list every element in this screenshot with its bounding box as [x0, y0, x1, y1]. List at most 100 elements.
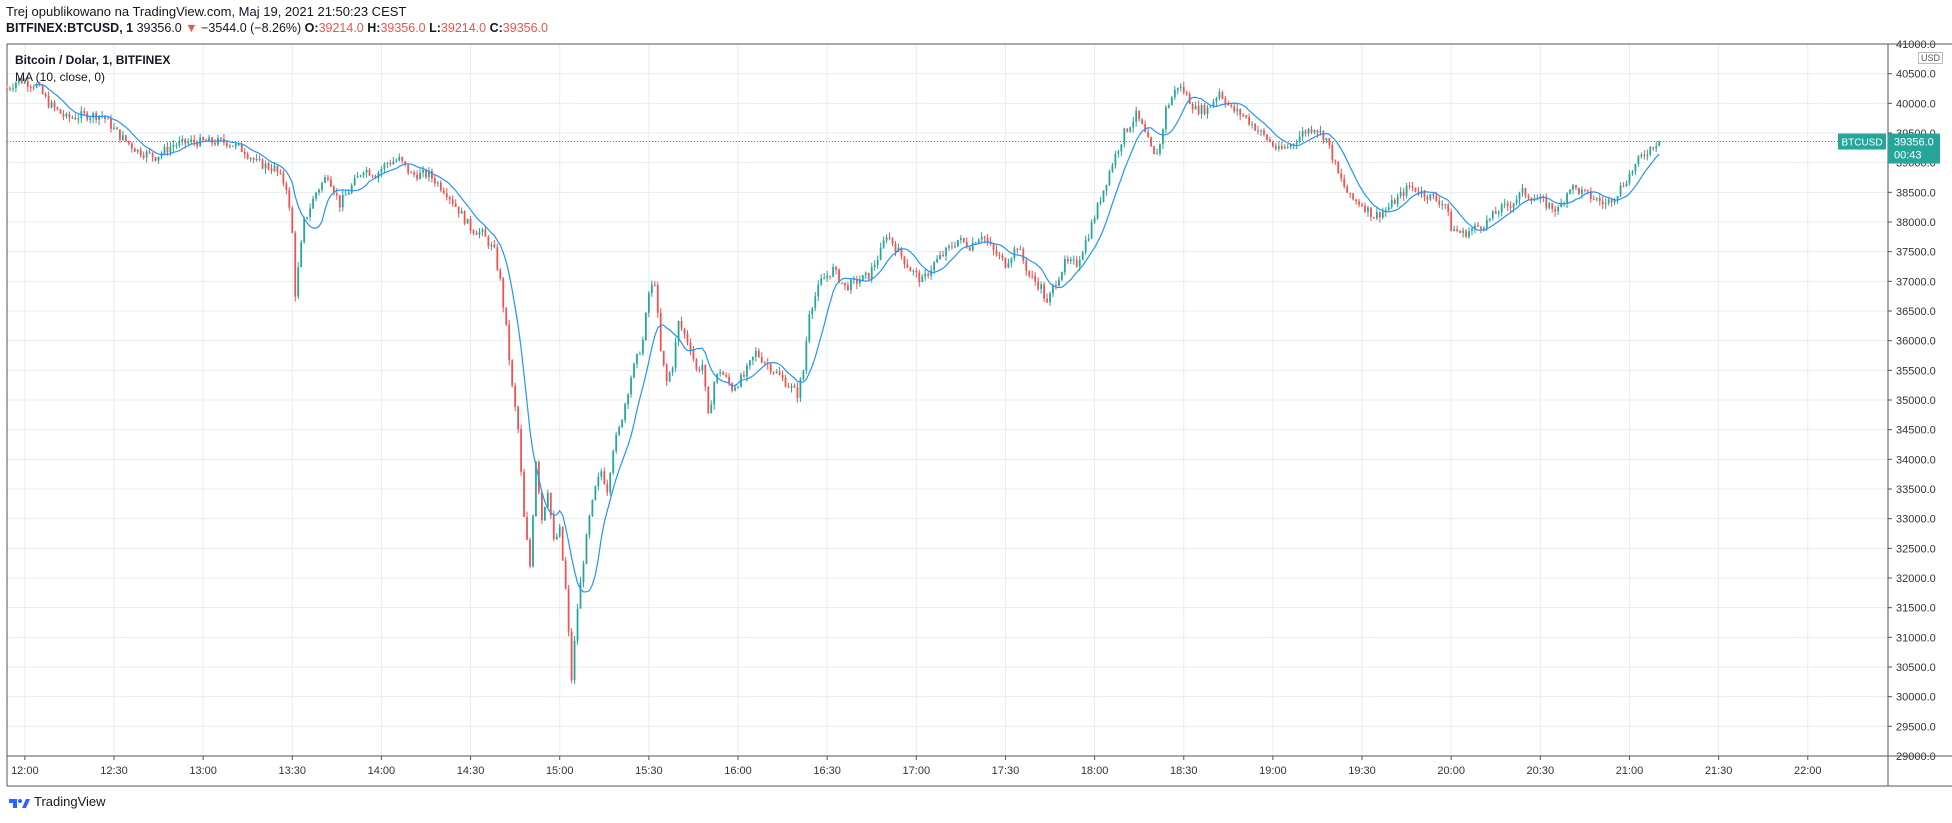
candle-body	[202, 137, 205, 141]
candle-body	[264, 163, 267, 169]
y-tick-label: 36000.0	[1896, 336, 1936, 348]
candle-body	[1206, 107, 1209, 114]
candle-body	[1601, 201, 1604, 205]
candle-body	[1474, 225, 1476, 229]
candle-body	[1370, 207, 1372, 218]
candle-body	[121, 135, 124, 140]
candle-body	[680, 321, 683, 329]
candle-body	[796, 387, 799, 398]
y-tick-label: 38500.0	[1896, 187, 1936, 199]
candle-body	[790, 385, 793, 388]
candle-body	[552, 515, 555, 540]
x-tick-label: 21:30	[1705, 765, 1733, 777]
candle-body	[689, 342, 692, 351]
candle-body	[484, 229, 487, 237]
candle-body	[746, 365, 748, 377]
candle-body	[751, 356, 754, 361]
candle-body	[1373, 217, 1375, 219]
x-tick-label: 12:00	[11, 765, 39, 777]
candle-body	[1643, 154, 1646, 156]
candle-body	[529, 539, 531, 567]
candle-body	[1058, 279, 1060, 286]
candle-body	[882, 240, 885, 248]
candle-body	[362, 172, 365, 176]
candle-body	[1393, 200, 1396, 205]
candle-body	[817, 284, 820, 297]
candle-body	[1616, 195, 1619, 200]
candle-body	[924, 273, 927, 277]
candle-body	[1396, 196, 1399, 205]
candle-body	[618, 427, 621, 435]
candle-body	[686, 334, 689, 343]
candle-body	[1343, 178, 1346, 187]
candle-body	[647, 293, 650, 313]
candle-body	[1034, 275, 1037, 282]
candle-body	[802, 370, 805, 380]
candle-body	[564, 560, 567, 589]
candle-body	[1444, 204, 1447, 206]
candle-body	[65, 113, 68, 117]
candle-body	[1153, 146, 1155, 155]
candle-body	[172, 145, 175, 147]
candle-body	[1162, 129, 1164, 145]
candle-body	[977, 239, 980, 244]
candle-body	[606, 483, 609, 493]
candle-body	[226, 142, 228, 146]
candle-body	[502, 278, 505, 308]
candle-body	[255, 158, 258, 160]
candle-body	[130, 143, 133, 149]
candle-body	[124, 135, 127, 141]
candle-body	[1182, 86, 1185, 93]
candle-body	[927, 273, 930, 276]
candle-body	[1604, 203, 1607, 205]
candle-body	[1248, 117, 1251, 125]
candle-body	[1346, 186, 1349, 193]
candle-body	[763, 362, 766, 364]
candle-body	[1447, 204, 1450, 212]
candle-body	[594, 486, 597, 500]
candle-body	[1628, 173, 1631, 184]
candle-body	[1545, 198, 1548, 208]
candle-body	[567, 588, 570, 632]
x-tick-label: 19:30	[1348, 765, 1376, 777]
candle-body	[499, 269, 502, 279]
y-tick-label: 40500.0	[1896, 69, 1936, 81]
candle-body	[133, 148, 136, 152]
candle-body	[68, 113, 71, 118]
candle-body	[110, 118, 112, 129]
candle-body	[704, 364, 707, 388]
x-tick-label: 16:00	[724, 765, 752, 777]
candle-body	[772, 372, 775, 374]
candle-body	[327, 177, 329, 180]
candle-body	[237, 144, 240, 146]
ma-indicator-label[interactable]: MA (10, close, 0)	[15, 70, 106, 84]
candle-body	[992, 244, 995, 251]
low-value: 39214.0	[440, 21, 487, 35]
candle-body	[1251, 123, 1253, 125]
candle-body	[1542, 197, 1545, 199]
price-tag-bg	[1888, 133, 1940, 164]
low-label: L:	[429, 21, 441, 35]
candle-body	[1634, 164, 1637, 172]
candle-body	[448, 197, 451, 200]
x-tick-label: 15:00	[546, 765, 574, 777]
chart-legend-title: Bitcoin / Dolar, 1, BITFINEX	[15, 53, 171, 67]
candle-body	[1010, 258, 1013, 264]
candle-body	[148, 151, 151, 153]
candle-body	[644, 312, 647, 340]
candle-body	[1286, 146, 1289, 148]
candle-body	[1592, 198, 1595, 200]
candle-body	[1144, 124, 1147, 132]
candle-body	[315, 192, 317, 199]
candle-body	[1399, 191, 1402, 197]
candle-body	[597, 476, 600, 487]
candle-body	[439, 182, 442, 191]
currency-button[interactable]: USD	[1918, 52, 1944, 64]
candle-body	[116, 127, 118, 130]
x-tick-label: 19:00	[1259, 765, 1287, 777]
candle-body	[1191, 104, 1194, 110]
candle-body	[965, 241, 968, 248]
candle-body	[282, 173, 285, 184]
candle-body	[1384, 210, 1387, 212]
